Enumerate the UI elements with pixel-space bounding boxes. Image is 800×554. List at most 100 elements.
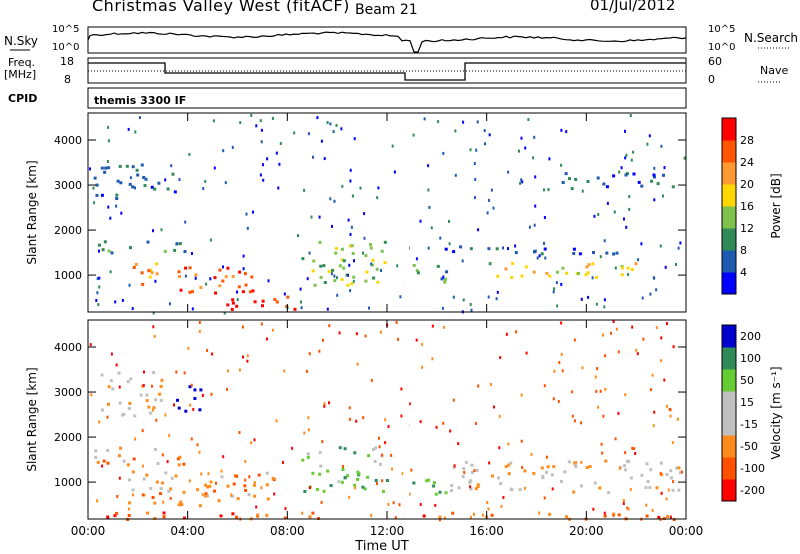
scatter-cell <box>469 479 473 483</box>
scatter-cell <box>368 306 370 310</box>
scatter-cell <box>121 298 124 302</box>
scatter-cell <box>533 135 536 139</box>
scatter-cell <box>490 513 494 517</box>
scatter-cell <box>198 408 202 412</box>
scatter-cell <box>450 484 454 488</box>
scatter-cell <box>140 271 144 275</box>
scatter-cell <box>250 113 253 117</box>
scatter-cell <box>380 269 383 272</box>
x-tick-label: 16:00 <box>469 524 504 538</box>
scatter-cell <box>672 345 675 349</box>
scatter-cell <box>498 414 501 418</box>
scatter-cell <box>640 184 644 188</box>
scatter-cell <box>194 273 198 277</box>
scatter-cell <box>544 256 547 260</box>
freq-label-2: [MHz] <box>4 68 36 81</box>
colorbar-label: Power [dB] <box>769 173 783 238</box>
scatter-cell <box>553 287 556 291</box>
scatter-cell <box>623 468 627 472</box>
x-tick-label: 04:00 <box>170 524 205 538</box>
scatter-cell <box>204 494 208 498</box>
scatter-cell <box>538 511 541 515</box>
y-tick-label: 3000 <box>54 179 82 192</box>
scatter-cell <box>126 380 130 384</box>
scatter-cell <box>646 480 650 483</box>
scatter-cell <box>437 120 440 124</box>
scatter-cell <box>308 251 311 255</box>
scatter-cell <box>570 187 574 191</box>
colorbar-tick-label: 28 <box>740 134 754 147</box>
scatter-cell <box>371 263 375 267</box>
scatter-cell <box>624 393 627 397</box>
scatter-cell <box>604 459 608 463</box>
scatter-cell <box>231 145 234 149</box>
scatter-cell <box>384 418 387 422</box>
scatter-cell <box>318 349 321 353</box>
scatter-cell <box>213 166 216 170</box>
scatter-cell <box>133 414 137 418</box>
scatter-cell <box>565 130 568 134</box>
scatter-cell <box>98 420 101 424</box>
scatter-cell <box>626 506 629 510</box>
scatter-cell <box>303 490 307 493</box>
scatter-cell <box>333 199 336 203</box>
scatter-cell <box>129 377 133 381</box>
scatter-cell <box>265 471 269 475</box>
scatter-cell <box>502 246 504 250</box>
scatter-cell <box>347 218 350 222</box>
scatter-cell <box>155 480 159 484</box>
scatter-cell <box>629 487 632 491</box>
scatter-cell <box>175 370 178 374</box>
scatter-cell <box>155 418 158 422</box>
scatter-cell <box>376 280 380 284</box>
scatter-cell <box>162 511 166 515</box>
scatter-cell <box>616 327 618 331</box>
scatter-cell <box>603 305 606 309</box>
scatter-cell <box>507 170 510 174</box>
scatter-cell <box>528 225 531 229</box>
scatter-cell <box>328 324 331 328</box>
scatter-cell <box>178 178 181 182</box>
scatter-cell <box>488 461 491 465</box>
scatter-cell <box>499 482 503 485</box>
scatter-cell <box>502 496 505 499</box>
scatter-cell <box>204 179 207 183</box>
scatter-cell <box>448 219 450 223</box>
colorbar-tick-label: 200 <box>740 330 761 343</box>
colorbar-label: Velocity [m s⁻¹] <box>769 366 783 459</box>
scatter-cell <box>496 290 499 294</box>
scatter-cell <box>588 465 592 468</box>
scatter-cell <box>103 240 107 244</box>
scatter-cell <box>438 490 442 494</box>
scatter-cell <box>326 469 330 473</box>
scatter-cell <box>520 439 523 443</box>
scatter-cell <box>490 188 493 192</box>
scatter-cell <box>106 515 110 519</box>
scatter-cell <box>363 487 367 491</box>
scatter-cell <box>396 264 399 268</box>
scatter-cell <box>438 518 441 522</box>
scatter-cell <box>152 406 156 410</box>
scatter-cell <box>253 300 257 304</box>
scatter-cell <box>190 383 193 387</box>
scatter-cell <box>469 303 472 306</box>
scatter-cell <box>284 507 287 511</box>
scatter-cell <box>127 514 131 517</box>
scatter-cell <box>222 455 225 459</box>
scatter-cell <box>226 303 230 307</box>
scatter-cell <box>201 393 204 397</box>
scatter-cell <box>571 390 574 394</box>
scatter-cell <box>252 210 254 214</box>
scatter-cell <box>622 498 625 502</box>
scatter-cell <box>665 472 669 476</box>
scatter-cell <box>653 175 656 179</box>
scatter-cell <box>312 259 316 263</box>
scatter-cell <box>241 325 244 329</box>
scatter-cell <box>487 295 490 299</box>
scatter-cell <box>552 465 556 469</box>
scatter-cell <box>606 201 609 205</box>
scatter-cell <box>107 166 111 170</box>
scatter-cell <box>226 387 229 391</box>
scatter-cell <box>604 387 607 391</box>
